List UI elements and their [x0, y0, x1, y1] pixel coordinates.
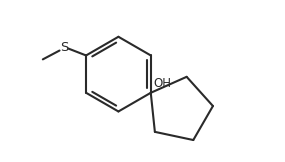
Text: OH: OH: [154, 77, 172, 90]
Text: S: S: [60, 41, 69, 54]
